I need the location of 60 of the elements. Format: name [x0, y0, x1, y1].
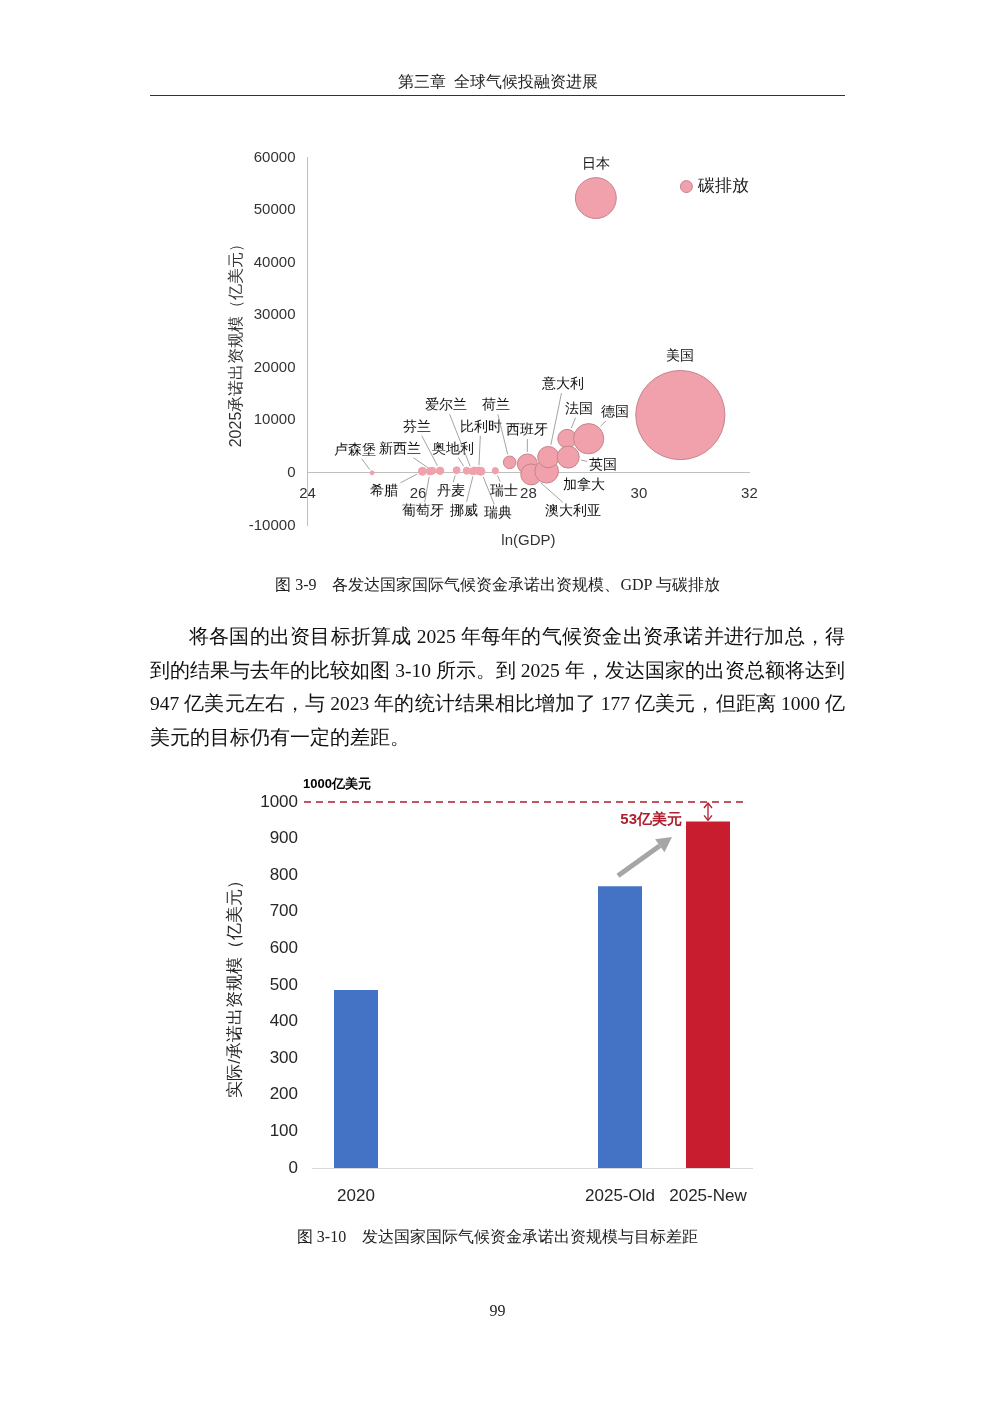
y-tick-label: 50000 [253, 200, 296, 218]
y-tick-label: 800 [269, 864, 298, 884]
data-label: 法国 [565, 399, 594, 416]
y-tick-label: 200 [269, 1084, 298, 1104]
data-label: 西班牙 [506, 420, 549, 437]
y-tick-label: 500 [269, 974, 298, 994]
data-label: 挪威 [450, 501, 479, 518]
x-axis-title: ln(GDP) [501, 530, 556, 548]
data-label: 瑞士 [490, 481, 519, 498]
data-label: 卢森堡 [334, 440, 377, 457]
x-tick-label: 26 [409, 484, 427, 501]
y-tick-label: 0 [288, 1157, 298, 1177]
y-tick-label: 30000 [253, 305, 296, 323]
y-tick-label: 900 [269, 828, 298, 848]
data-label: 日本 [581, 154, 610, 171]
data-label: 奥地利 [431, 439, 474, 456]
y-tick-label: 400 [269, 1011, 298, 1031]
text: 图 3-10 发达国家国际气候资金承诺出资规模与目标差距 [295, 1227, 700, 1247]
ref-line-label: 1000亿美元 [303, 775, 371, 791]
y-tick-label: -10000 [248, 515, 296, 533]
data-label: 英国 [589, 455, 618, 472]
x-tick-label: 2025-Old [585, 1185, 655, 1205]
y-tick-label: 1000 [260, 791, 298, 811]
data-label: 澳大利亚 [545, 502, 602, 519]
x-tick-label: 28 [520, 484, 537, 501]
y-tick-label: 700 [269, 901, 298, 921]
x-tick-label: 30 [630, 484, 648, 501]
data-label: 新西兰 [379, 439, 422, 456]
y-axis-title: 2025承诺出资规模（亿美元） [227, 235, 245, 448]
y-tick-label: 20000 [253, 357, 296, 375]
x-tick-label: 32 [741, 484, 758, 501]
data-label: 葡萄牙 [402, 502, 445, 519]
y-axis-title: 实际/承诺出资规模（亿美元） [224, 872, 244, 1098]
data-label: 希腊 [370, 482, 399, 499]
y-tick-label: 10000 [253, 410, 296, 428]
y-tick-label: 40000 [253, 252, 296, 270]
y-tick-label: 100 [269, 1121, 298, 1141]
x-tick-label: 2025-New [669, 1185, 748, 1205]
text: 第三章 全球气候投融资进展 [150, 72, 845, 96]
data-label: 荷兰 [481, 396, 510, 413]
x-tick-label: 24 [299, 484, 316, 501]
legend-label: 碳排放 [697, 176, 750, 196]
data-label: 美国 [666, 346, 695, 363]
x-tick-label: 2020 [337, 1185, 375, 1205]
y-tick-label: 60000 [253, 147, 296, 165]
data-label: 爱尔兰 [425, 396, 468, 413]
text: 图 3-9 各发达国家国际气候资金承诺出资规模、GDP 与碳排放 [274, 575, 721, 595]
data-label: 德国 [600, 402, 629, 419]
annotation: 53亿美元 [620, 809, 682, 827]
data-label: 瑞典 [483, 504, 512, 521]
y-tick-label: 300 [269, 1047, 298, 1067]
y-tick-label: 0 [287, 463, 296, 480]
data-label: 丹麦 [436, 482, 465, 499]
data-label: 芬兰 [403, 417, 432, 434]
y-tick-label: 600 [269, 938, 298, 958]
text: 99 [488, 1301, 507, 1321]
data-label: 加拿大 [562, 476, 605, 493]
text: 将各国的出资目标折算成 2025 年每年的气候资金出资承诺并进行加总，得到的结果与去年的比较如图 3-10 所示。到 2025 年，发达国家的出资总额将达到 947 亿美元左右，与 2023 年的统计结果相比增加了 177 亿美元，但距离 1000 亿美元的目标仍有一定的差距。 [150, 625, 845, 751]
data-label: 意大利 [541, 374, 585, 391]
data-label: 比利时 [459, 417, 502, 434]
